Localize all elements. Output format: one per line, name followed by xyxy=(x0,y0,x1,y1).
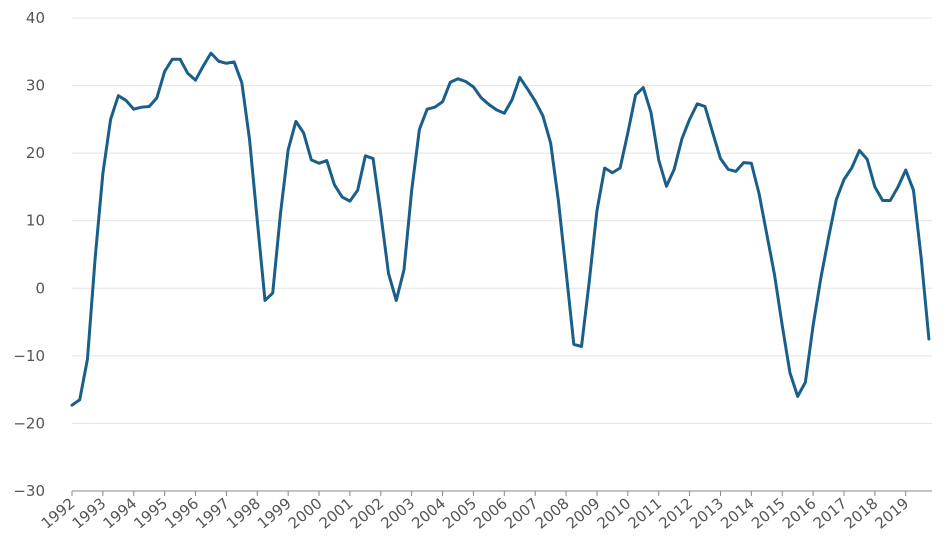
x-tick-label: 1999 xyxy=(254,494,295,532)
x-tick-label: 2006 xyxy=(470,494,511,532)
x-tick-label: 1995 xyxy=(130,494,171,532)
x-tick-label: 2007 xyxy=(501,494,542,532)
y-tick-label: 20 xyxy=(26,144,45,162)
x-tick-label: 1997 xyxy=(192,494,233,532)
y-tick-label: −10 xyxy=(13,347,45,365)
y-tick-label: 30 xyxy=(26,77,45,95)
x-tick-label: 1992 xyxy=(38,494,79,532)
y-tick-label: −30 xyxy=(13,482,45,500)
x-tick-label: 2019 xyxy=(871,494,912,532)
x-tick-label: 2000 xyxy=(285,494,326,532)
x-tick-label: 1994 xyxy=(100,494,141,532)
y-tick-labels: −30 −20 −10 0 10 20 30 40 xyxy=(13,9,45,500)
x-tick-label: 2011 xyxy=(624,494,665,532)
x-tick-label: 1993 xyxy=(69,494,110,532)
y-tick-label: −20 xyxy=(13,414,45,432)
x-tick-label: 2005 xyxy=(439,494,480,532)
x-tick-label: 2004 xyxy=(408,494,449,532)
y-tick-label: 40 xyxy=(26,9,45,27)
series-line xyxy=(70,51,931,407)
x-tick-label: 1998 xyxy=(223,494,264,532)
x-tick-label: 2013 xyxy=(686,494,727,532)
x-tick-label: 2018 xyxy=(841,494,882,532)
x-tick-label: 2012 xyxy=(655,494,696,532)
x-tick-labels: 1992199319941995199619971998199920002001… xyxy=(38,494,913,532)
x-tick-label: 2016 xyxy=(779,494,820,532)
x-tick-marks xyxy=(71,491,907,496)
x-tick-label: 2001 xyxy=(316,494,357,532)
x-tick-label: 2015 xyxy=(748,494,789,532)
x-tick-label: 2003 xyxy=(377,494,418,532)
x-tick-label: 2009 xyxy=(563,494,604,532)
x-tick-label: 2008 xyxy=(532,494,573,532)
x-tick-label: 2010 xyxy=(594,494,635,532)
y-tick-label: 0 xyxy=(35,279,45,297)
x-tick-label: 2002 xyxy=(347,494,388,532)
y-gridlines xyxy=(72,17,932,424)
y-tick-label: 10 xyxy=(26,212,45,230)
x-tick-label: 1996 xyxy=(161,494,202,532)
series-group xyxy=(70,51,931,407)
x-tick-label: 2014 xyxy=(717,494,758,532)
x-tick-label: 2017 xyxy=(810,494,851,532)
